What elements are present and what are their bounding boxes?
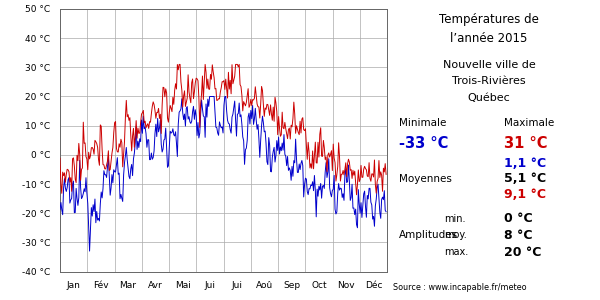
Text: 1,1 °C: 1,1 °C	[504, 157, 546, 170]
Text: 8 °C: 8 °C	[504, 229, 533, 242]
Text: Maximale: Maximale	[504, 118, 554, 128]
Text: Températures de: Températures de	[439, 13, 539, 26]
Text: 0 °C: 0 °C	[504, 212, 533, 226]
Text: l’année 2015: l’année 2015	[451, 32, 527, 46]
Text: -33 °C: -33 °C	[399, 136, 448, 152]
Text: max.: max.	[444, 247, 468, 257]
Text: min.: min.	[444, 214, 466, 224]
Text: 20 °C: 20 °C	[504, 245, 541, 259]
Text: 9,1 °C: 9,1 °C	[504, 188, 546, 202]
Text: Minimale: Minimale	[399, 118, 446, 128]
Text: Amplitudes: Amplitudes	[399, 230, 458, 241]
Text: Nouvelle ville de: Nouvelle ville de	[443, 59, 535, 70]
Text: 31 °C: 31 °C	[504, 136, 548, 152]
Text: Québec: Québec	[467, 92, 511, 103]
Text: Moyennes: Moyennes	[399, 173, 452, 184]
Text: Trois-Rivières: Trois-Rivières	[452, 76, 526, 86]
Text: Source : www.incapable.fr/meteo: Source : www.incapable.fr/meteo	[393, 284, 527, 292]
Text: 5,1 °C: 5,1 °C	[504, 172, 546, 185]
Text: moy.: moy.	[444, 230, 467, 241]
